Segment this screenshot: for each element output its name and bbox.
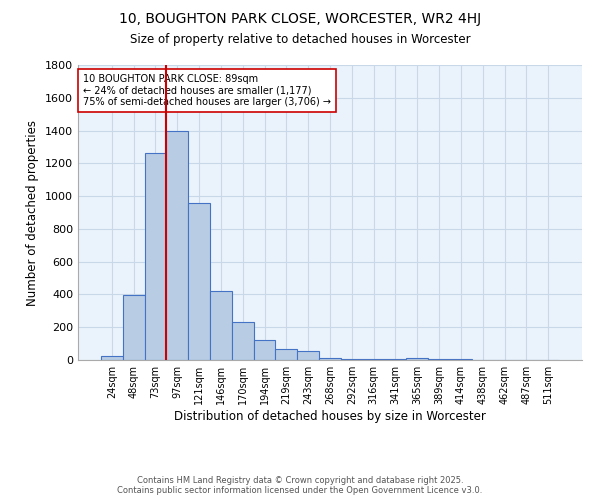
Bar [450, 359, 472, 360]
Bar [101, 356, 123, 360]
Bar [166, 130, 188, 360]
Bar [232, 322, 254, 360]
Bar [363, 359, 385, 360]
Bar [428, 359, 450, 360]
Text: 10 BOUGHTON PARK CLOSE: 89sqm
← 24% of detached houses are smaller (1,177)
75% o: 10 BOUGHTON PARK CLOSE: 89sqm ← 24% of d… [83, 74, 331, 107]
Text: Contains HM Land Registry data © Crown copyright and database right 2025.
Contai: Contains HM Land Registry data © Crown c… [118, 476, 482, 495]
Bar [341, 359, 363, 360]
Bar [210, 291, 232, 360]
Bar [297, 351, 319, 360]
Bar [406, 358, 428, 360]
Bar [145, 152, 166, 360]
Bar [275, 350, 297, 360]
Bar [123, 296, 145, 360]
Bar [319, 358, 341, 360]
Bar [188, 202, 210, 360]
Text: 10, BOUGHTON PARK CLOSE, WORCESTER, WR2 4HJ: 10, BOUGHTON PARK CLOSE, WORCESTER, WR2 … [119, 12, 481, 26]
Text: Size of property relative to detached houses in Worcester: Size of property relative to detached ho… [130, 32, 470, 46]
Y-axis label: Number of detached properties: Number of detached properties [26, 120, 40, 306]
Bar [254, 340, 275, 360]
Bar [385, 359, 406, 360]
X-axis label: Distribution of detached houses by size in Worcester: Distribution of detached houses by size … [174, 410, 486, 423]
